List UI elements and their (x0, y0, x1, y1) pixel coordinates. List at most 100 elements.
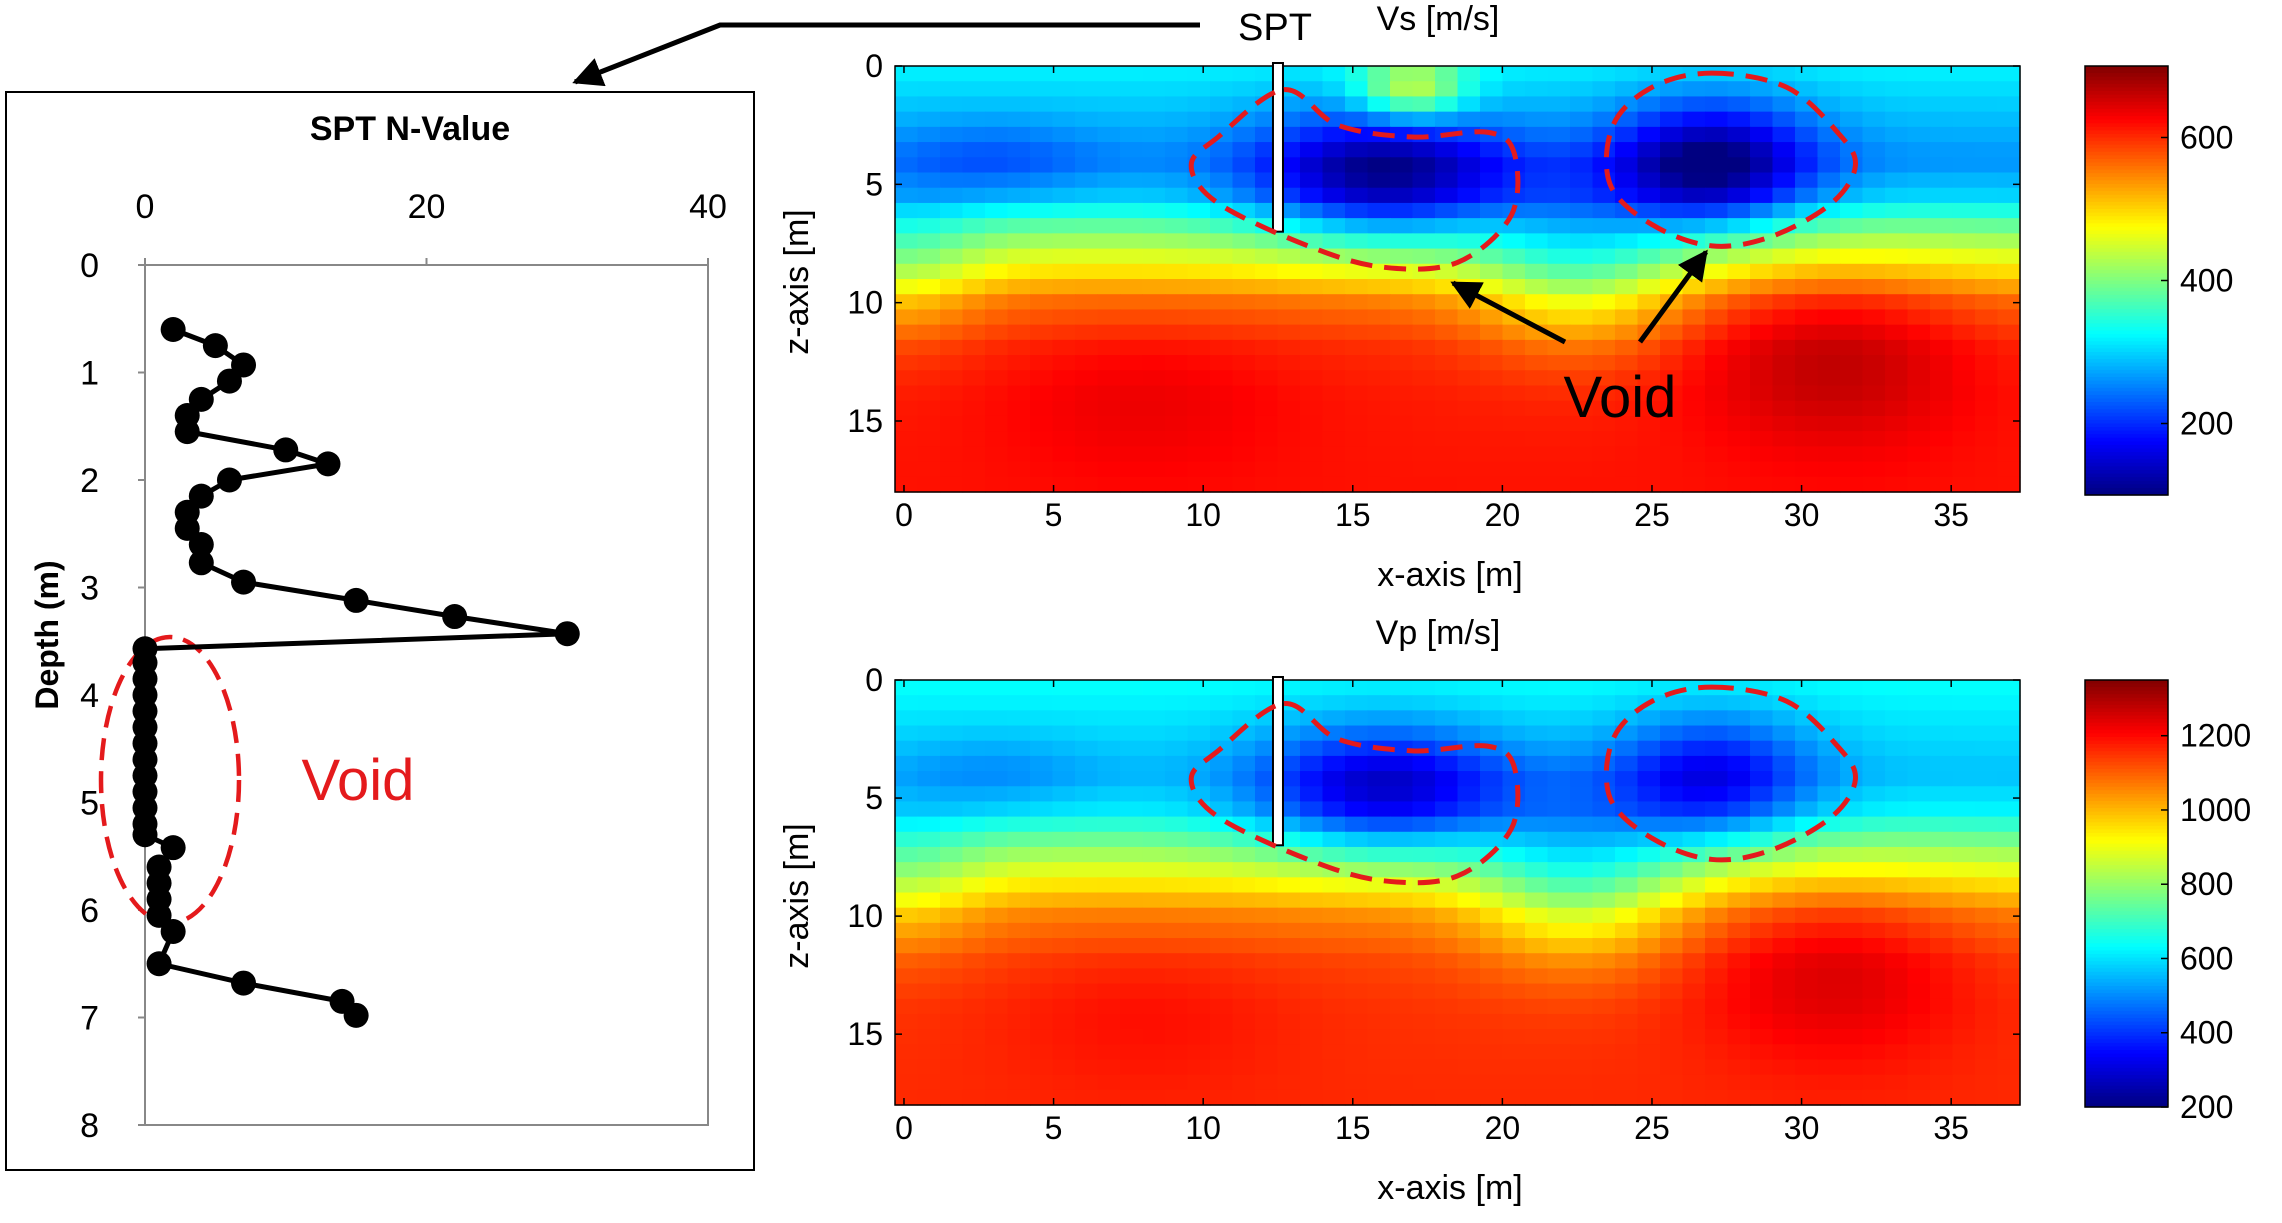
heatmap-cell (1525, 938, 1549, 954)
colorbar-swatch (2085, 469, 2168, 475)
heatmap-cell (1502, 846, 1526, 863)
heatmap-cell (985, 248, 1009, 265)
heatmap-cell (1660, 983, 1684, 1000)
heatmap-cell (1817, 218, 1841, 234)
heatmap-cell (1547, 126, 1571, 143)
heatmap-cell (1322, 324, 1346, 341)
heatmap-cell (1570, 81, 1594, 98)
heatmap-cell (1660, 172, 1684, 189)
heatmap-cell (1322, 968, 1346, 985)
heatmap-cell (1885, 968, 1909, 985)
heatmap-cell (1030, 953, 1054, 969)
heatmap-cell (895, 801, 919, 818)
heatmap-cell (1435, 187, 1459, 204)
heatmap-cell (895, 710, 919, 727)
heatmap-cell (1637, 339, 1661, 356)
heatmap-cell (985, 187, 1009, 204)
heatmap-cell (1525, 476, 1549, 493)
heatmap-cell (1412, 1013, 1436, 1030)
heatmap-cell (1435, 263, 1459, 280)
heatmap-cell (1120, 142, 1144, 158)
heatmap-cell (1817, 339, 1841, 356)
heatmap-cell (962, 111, 986, 128)
heatmap-cell (1367, 786, 1391, 803)
heatmap-cell (895, 370, 919, 387)
heatmap-cell (940, 446, 964, 463)
heatmap-cell (1300, 1059, 1324, 1076)
heatmap-cell (1007, 233, 1031, 250)
heatmap-cell (1997, 157, 2021, 174)
heatmap-cell (1750, 953, 1774, 969)
heatmap-cell (1682, 126, 1706, 143)
colorbar-swatch (2085, 978, 2168, 984)
heatmap-cell (1840, 680, 1864, 696)
colorbar-swatch (2085, 194, 2168, 199)
heatmap-cell (1367, 96, 1391, 113)
heatmap-cell (1120, 400, 1144, 417)
heatmap-cell (1907, 66, 1931, 82)
heatmap-cell (1412, 172, 1436, 189)
heatmap-cell (962, 415, 986, 432)
heatmap-cell (1997, 385, 2021, 402)
heatmap-cell (1682, 892, 1706, 909)
void-arrow-left (1450, 280, 1567, 345)
heatmap-cell (1502, 938, 1526, 954)
heatmap-cell (1952, 801, 1976, 818)
heatmap-cell (1367, 846, 1391, 863)
heatmap-cell (985, 309, 1009, 326)
heatmap-cell (1322, 771, 1346, 787)
heatmap-cell (1727, 202, 1751, 219)
heatmap-cell (1075, 66, 1099, 82)
heatmap-cell (1660, 1029, 1684, 1045)
colorbar-swatch (2085, 989, 2168, 994)
heatmap-cell (1322, 66, 1346, 82)
heatmap-cell (940, 983, 964, 1000)
heatmap-cell (1075, 96, 1099, 113)
colorbar-swatch (2085, 337, 2168, 342)
colorbar-swatch (2085, 850, 2168, 855)
heatmap-cell (917, 862, 941, 878)
colorbar-swatch (2085, 398, 2168, 403)
heatmap-cell (1750, 96, 1774, 113)
heatmap-cell (1592, 1013, 1616, 1030)
heatmap-cell (1547, 1074, 1571, 1091)
colorbar-swatch (2085, 387, 2168, 392)
heatmap-cell (1975, 400, 1999, 417)
heatmap-cell (1705, 922, 1729, 939)
heatmap-cell (895, 385, 919, 402)
colorbar-swatch (2085, 198, 2168, 203)
heatmap-cell (1322, 233, 1346, 250)
heatmap-cell (1030, 968, 1054, 985)
heatmap-cell (1817, 400, 1841, 417)
heatmap-cell (1322, 111, 1346, 128)
colorbar-swatch (2085, 73, 2168, 78)
heatmap-cell (1142, 202, 1166, 219)
heatmap-cell (962, 695, 986, 711)
heatmap-cell (940, 998, 964, 1015)
heatmap-cell (1907, 1074, 1931, 1091)
heatmap-cell (1795, 461, 1819, 478)
heatmap-cell (1480, 725, 1504, 742)
heatmap-cell (1412, 953, 1436, 969)
heatmap-cell (1952, 202, 1976, 219)
heatmap-cell (1390, 695, 1414, 711)
heatmap-cell (1570, 263, 1594, 280)
heatmap-cell (1232, 461, 1256, 478)
heatmap-cell (1727, 294, 1751, 311)
heatmap-cell (1997, 370, 2021, 387)
heatmap-cell (1705, 400, 1729, 417)
heatmap-cell (1997, 81, 2021, 98)
heatmap-cell (1907, 339, 1931, 356)
heatmap-cell (1795, 415, 1819, 432)
heatmap-cell (1862, 907, 1886, 924)
colorbar-swatch (2085, 112, 2168, 117)
heatmap-cell (1232, 755, 1256, 772)
heatmap-cell (1052, 157, 1076, 174)
heatmap-cell (1727, 1089, 1751, 1106)
heatmap-cell (1097, 415, 1121, 432)
colorbar-swatch (2085, 811, 2168, 816)
heatmap-cell (1030, 771, 1054, 787)
heatmap-cell (1345, 786, 1369, 803)
heatmap-cell (1660, 81, 1684, 98)
heatmap-cell (1412, 695, 1436, 711)
